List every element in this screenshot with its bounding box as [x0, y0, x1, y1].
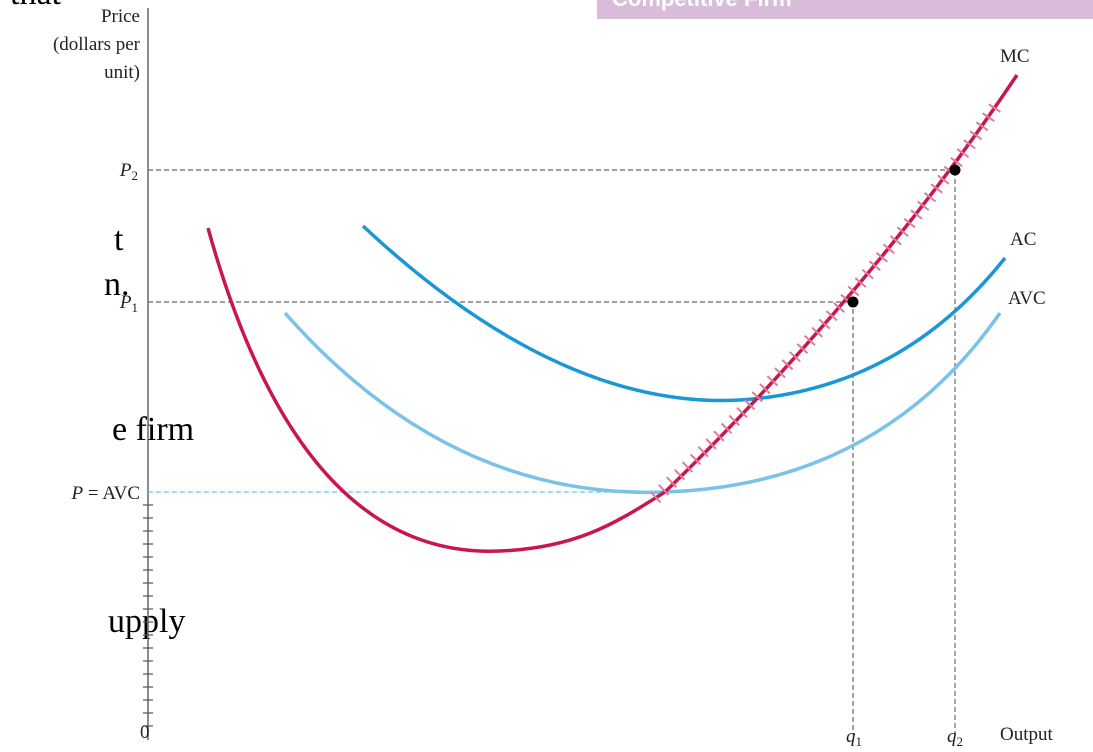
side-text: that	[10, 0, 62, 12]
side-text: n.	[104, 266, 130, 303]
title: Competitive Firm	[612, 0, 792, 11]
point	[949, 164, 961, 176]
x-axis-label: Output	[1000, 724, 1054, 745]
side-text: t	[114, 221, 124, 258]
origin-label: 0	[140, 722, 150, 743]
axes	[143, 8, 153, 740]
curve-label: AC	[1010, 229, 1036, 250]
y-axis-label: Price	[101, 6, 140, 27]
avc-curve	[283, 311, 1002, 495]
guide-lines	[148, 169, 956, 735]
level-label: P1	[119, 292, 138, 315]
ac-curve	[361, 224, 1007, 403]
point	[847, 296, 859, 308]
level-label: P2	[119, 160, 138, 183]
y-axis-label: unit)	[104, 62, 140, 83]
side-text: e firm	[112, 411, 194, 448]
curve-label: MC	[1000, 46, 1030, 67]
mc-curve	[206, 74, 1019, 553]
y-axis-label: (dollars per	[53, 34, 141, 55]
curve-label: AVC	[1008, 288, 1046, 309]
x-point-label: q2	[947, 726, 963, 749]
supply-hatch	[650, 96, 1006, 504]
level-label: P = AVC	[71, 483, 140, 504]
x-point-label: q1	[846, 726, 862, 749]
title-box	[597, 0, 1093, 19]
